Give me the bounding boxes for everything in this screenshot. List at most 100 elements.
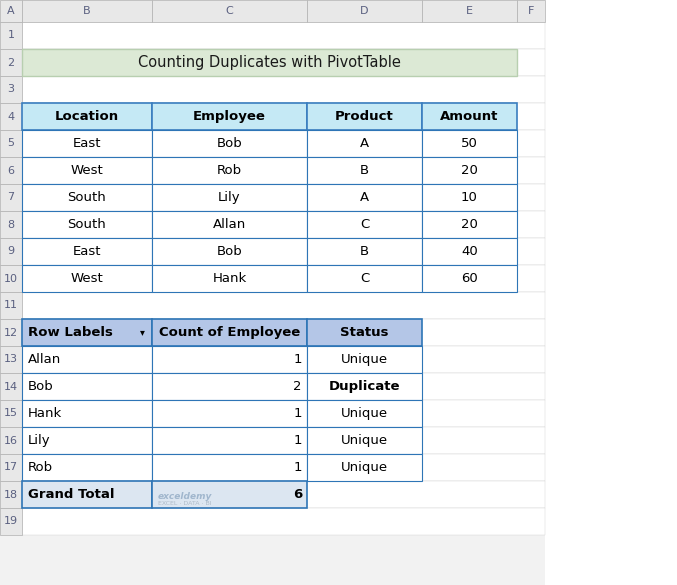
Text: C: C — [360, 272, 369, 285]
Bar — [0, 346, 22, 373]
Text: Unique: Unique — [341, 434, 388, 447]
Text: 5: 5 — [7, 139, 14, 149]
Bar — [0, 103, 22, 130]
Text: 1: 1 — [294, 461, 302, 474]
Text: 7: 7 — [7, 192, 15, 202]
Text: A: A — [360, 191, 369, 204]
Text: exceldemy: exceldemy — [157, 492, 212, 501]
Bar — [22, 49, 545, 76]
Bar — [0, 238, 22, 265]
Bar — [152, 157, 307, 184]
Bar — [22, 130, 545, 157]
Bar — [0, 481, 22, 508]
Text: West: West — [70, 272, 104, 285]
Text: Employee: Employee — [193, 110, 266, 123]
Bar — [22, 49, 517, 76]
Bar — [307, 157, 422, 184]
Bar — [0, 265, 22, 292]
Text: Rob: Rob — [28, 461, 53, 474]
Bar — [22, 157, 152, 184]
Text: South: South — [68, 218, 106, 231]
Bar — [22, 481, 545, 508]
Text: East: East — [72, 137, 102, 150]
Bar — [22, 184, 545, 211]
Text: Unique: Unique — [341, 407, 388, 420]
Text: Lily: Lily — [28, 434, 51, 447]
Text: 17: 17 — [4, 463, 18, 473]
Text: B: B — [83, 6, 91, 16]
Bar — [422, 157, 517, 184]
Bar — [22, 103, 545, 130]
Text: 6: 6 — [7, 166, 14, 176]
Text: Duplicate: Duplicate — [329, 380, 400, 393]
Bar — [22, 427, 545, 454]
Text: Rob: Rob — [217, 164, 242, 177]
Bar — [0, 130, 22, 157]
Text: Counting Duplicates with PivotTable: Counting Duplicates with PivotTable — [138, 55, 401, 70]
Bar — [152, 373, 307, 400]
Text: 18: 18 — [4, 490, 18, 500]
Text: 16: 16 — [4, 435, 18, 446]
Bar — [0, 184, 22, 211]
Text: Bob: Bob — [28, 380, 53, 393]
Text: 20: 20 — [461, 218, 478, 231]
Bar — [22, 454, 545, 481]
Text: A: A — [360, 137, 369, 150]
Text: E: E — [466, 6, 473, 16]
Text: Bob: Bob — [217, 245, 242, 258]
Bar — [0, 292, 22, 319]
Bar — [22, 238, 545, 265]
Bar — [307, 265, 422, 292]
Text: Status: Status — [341, 326, 389, 339]
Text: C: C — [225, 6, 234, 16]
Bar — [422, 184, 517, 211]
Bar — [422, 211, 517, 238]
Text: 6: 6 — [292, 488, 302, 501]
Bar — [22, 265, 545, 292]
Bar — [422, 103, 517, 130]
Text: 3: 3 — [7, 84, 14, 95]
Bar — [307, 0, 422, 22]
Bar — [152, 211, 307, 238]
Bar — [152, 400, 307, 427]
Bar — [0, 157, 22, 184]
Bar — [22, 481, 152, 508]
Bar — [0, 508, 22, 535]
Bar — [0, 0, 22, 22]
Bar — [22, 319, 152, 346]
Bar — [0, 49, 22, 76]
Bar — [22, 0, 152, 22]
Bar — [22, 211, 152, 238]
Text: Amount: Amount — [440, 110, 499, 123]
Bar — [152, 427, 307, 454]
Text: 10: 10 — [4, 274, 18, 284]
Text: B: B — [360, 245, 369, 258]
Text: Hank: Hank — [28, 407, 62, 420]
Text: Allan: Allan — [213, 218, 246, 231]
Text: 60: 60 — [461, 272, 478, 285]
Bar — [307, 400, 422, 427]
Bar — [152, 481, 307, 508]
Bar — [307, 373, 422, 400]
Bar — [22, 22, 545, 49]
Text: Bob: Bob — [217, 137, 242, 150]
Bar — [307, 130, 422, 157]
Bar — [0, 454, 22, 481]
Bar — [22, 373, 152, 400]
Bar — [22, 292, 545, 319]
Bar — [152, 238, 307, 265]
Bar — [22, 319, 545, 346]
Text: 4: 4 — [7, 112, 15, 122]
Bar — [152, 0, 307, 22]
Bar — [22, 76, 545, 103]
Bar — [22, 454, 152, 481]
Bar — [0, 22, 22, 49]
Bar — [0, 319, 22, 346]
Bar — [307, 103, 422, 130]
Bar — [0, 0, 545, 585]
Bar — [22, 346, 152, 373]
Text: 2: 2 — [7, 57, 15, 67]
Bar — [22, 103, 152, 130]
Text: 11: 11 — [4, 301, 18, 311]
Bar — [517, 0, 545, 22]
